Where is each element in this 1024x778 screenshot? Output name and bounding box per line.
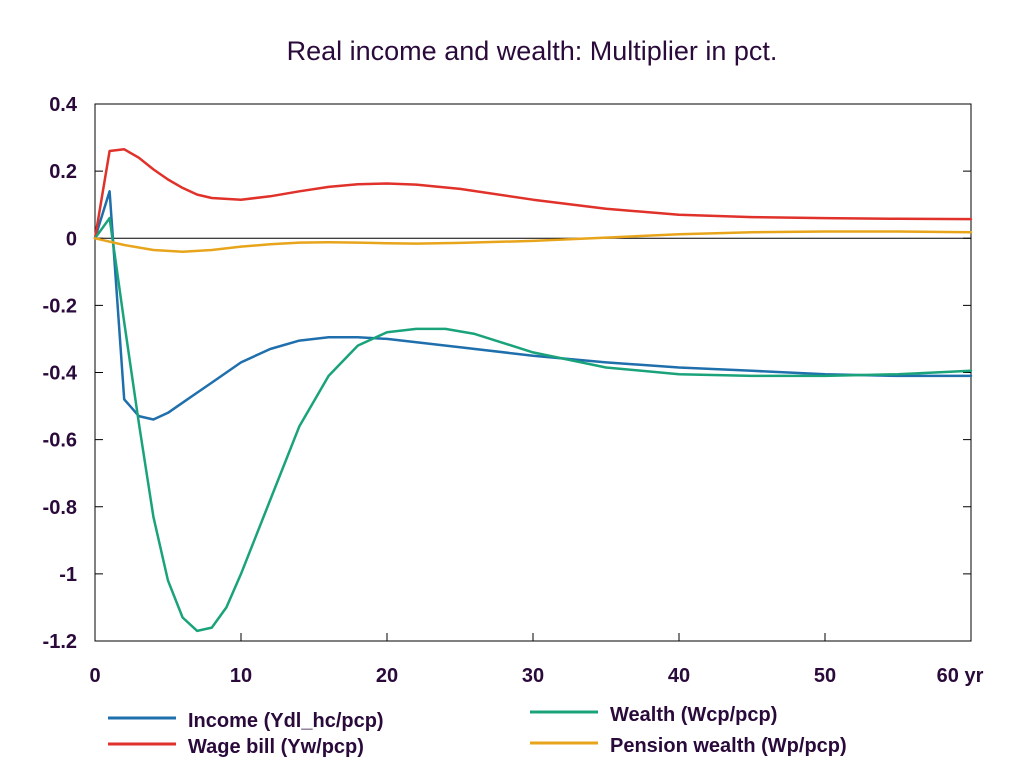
legend-label: Pension wealth (Wp/pcp)	[610, 735, 847, 757]
x-tick-label: 40	[668, 665, 690, 687]
legend: Income (Ydl_hc/pcp) Wage bill (Yw/pcp) Wea…	[108, 704, 847, 758]
y-tick-label: -0.4	[43, 363, 78, 385]
x-tick-label: 0	[89, 665, 100, 687]
y-tick-label: -0.2	[43, 295, 77, 317]
y-tick-label: 0	[66, 228, 77, 250]
series-line-4	[93, 230, 973, 253]
series-line-1	[93, 190, 973, 421]
x-axis: 0 10 20 30 40 50 60 yr	[89, 633, 984, 687]
legend-label: Wealth (Wcp/pcp)	[610, 704, 777, 726]
y-tick-label: -0.6	[43, 430, 77, 452]
series-line-2	[93, 148, 973, 240]
x-tick-label: 10	[230, 665, 252, 687]
legend-label: Wage bill (Yw/pcp)	[188, 736, 364, 758]
y-tick-label: 0.2	[49, 161, 77, 183]
y-axis: 0.4 0.2 0 -0.2 -0.4 -0.6 -0.8 -1 -1.2	[43, 94, 971, 653]
x-tick-label: 20	[376, 665, 398, 687]
y-tick-label: -1.2	[43, 631, 77, 653]
y-tick-label: -1	[59, 564, 77, 586]
y-tick-label: 0.4	[49, 94, 78, 116]
chart-title: Real income and wealth: Multiplier in pc…	[287, 36, 778, 66]
legend-label: Income (Ydl_hc/pcp)	[188, 710, 384, 732]
series-line-3	[93, 216, 973, 633]
x-tick-label: 30	[522, 665, 544, 687]
series-layer	[93, 148, 973, 633]
x-tick-label: 60 yr	[937, 665, 984, 687]
y-tick-label: -0.8	[43, 497, 77, 519]
x-tick-label: 50	[814, 665, 836, 687]
